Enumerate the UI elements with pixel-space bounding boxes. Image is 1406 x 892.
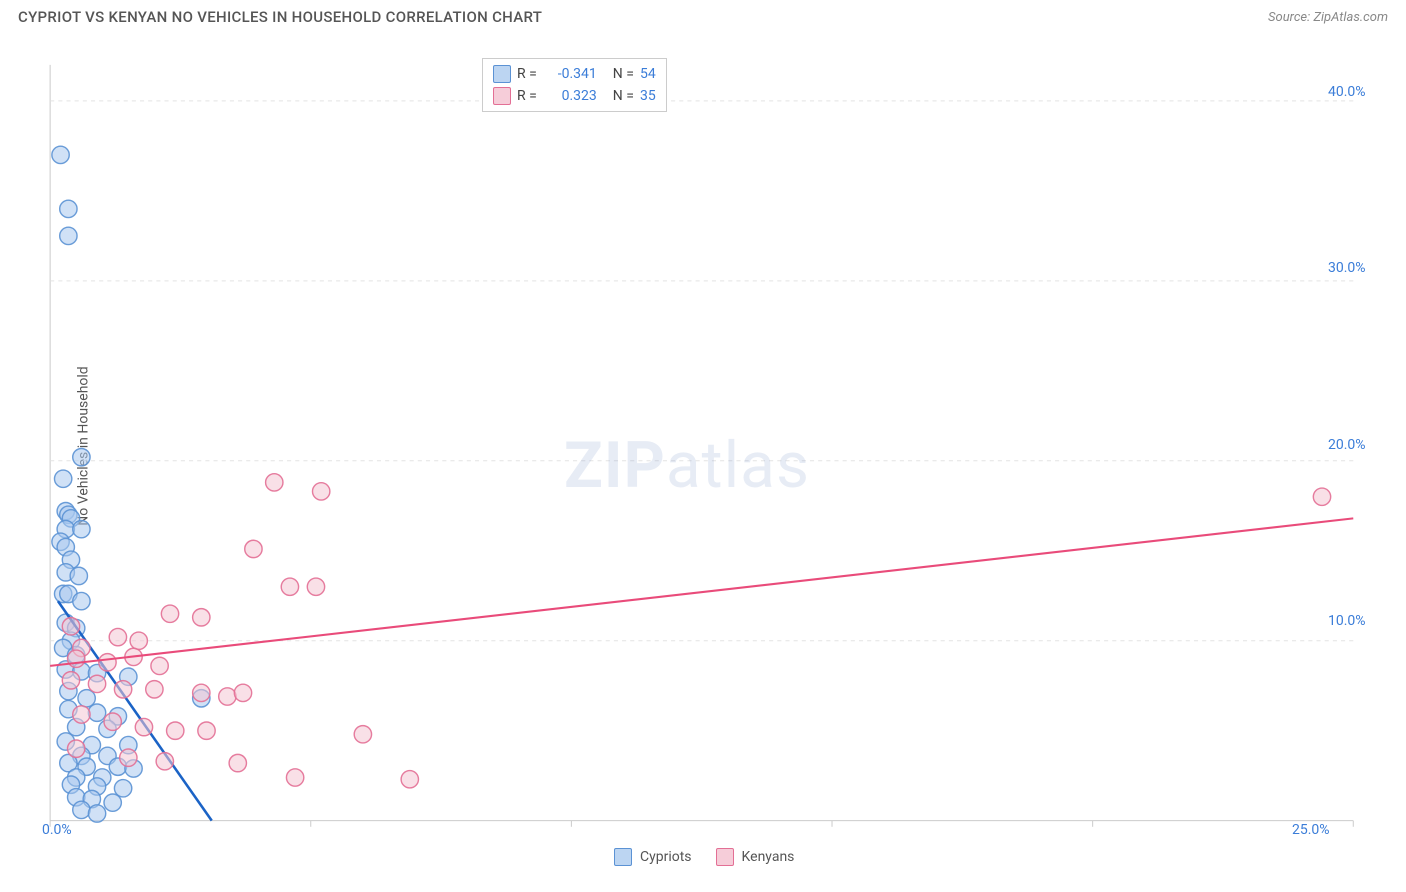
stats-r-value: -0.341 — [543, 66, 597, 82]
stats-row: R = 0.323 N = 35 — [493, 85, 656, 107]
y-tick-label: 40.0% — [1328, 84, 1366, 100]
stats-n-label: N = — [613, 66, 634, 82]
chart-header: CYPRIOT VS KENYAN NO VEHICLES IN HOUSEHO… — [0, 0, 1406, 30]
legend-item: Kenyans — [716, 848, 795, 866]
y-tick-label: 10.0% — [1328, 613, 1366, 629]
scatter-plot — [44, 48, 1388, 858]
legend-swatch-icon — [614, 848, 632, 866]
stats-n-label: N = — [613, 88, 634, 104]
x-tick-label: 0.0% — [42, 822, 72, 838]
source-prefix: Source: — [1268, 10, 1313, 25]
y-tick-label: 30.0% — [1328, 260, 1366, 276]
stats-n-value: 54 — [640, 66, 656, 82]
chart-source: Source: ZipAtlas.com — [1268, 10, 1388, 25]
chart-container: ZIPatlas R =-0.341N =54R =0.323N =35 Cyp… — [44, 48, 1388, 858]
chart-title: CYPRIOT VS KENYAN NO VEHICLES IN HOUSEHO… — [18, 8, 542, 26]
stats-r-label: R = — [517, 66, 537, 82]
legend-swatch-icon — [716, 848, 734, 866]
legend-label: Kenyans — [742, 849, 795, 865]
legend-item: Cypriots — [614, 848, 692, 866]
stats-swatch-icon — [493, 87, 511, 105]
stats-n-value: 35 — [640, 88, 656, 104]
stats-r-label: R = — [517, 88, 537, 104]
source-name: ZipAtlas.com — [1313, 10, 1388, 25]
legend-label: Cypriots — [640, 849, 692, 865]
stats-swatch-icon — [493, 65, 511, 83]
x-tick-label: 25.0% — [1292, 822, 1330, 838]
legend: Cypriots Kenyans — [614, 848, 794, 866]
correlation-stats-box: R = -0.341 N = 54 R = 0.323 N = 35 — [482, 58, 667, 112]
stats-row: R = -0.341 N = 54 — [493, 63, 656, 85]
stats-r-value: 0.323 — [543, 88, 597, 104]
y-tick-label: 20.0% — [1328, 437, 1366, 453]
